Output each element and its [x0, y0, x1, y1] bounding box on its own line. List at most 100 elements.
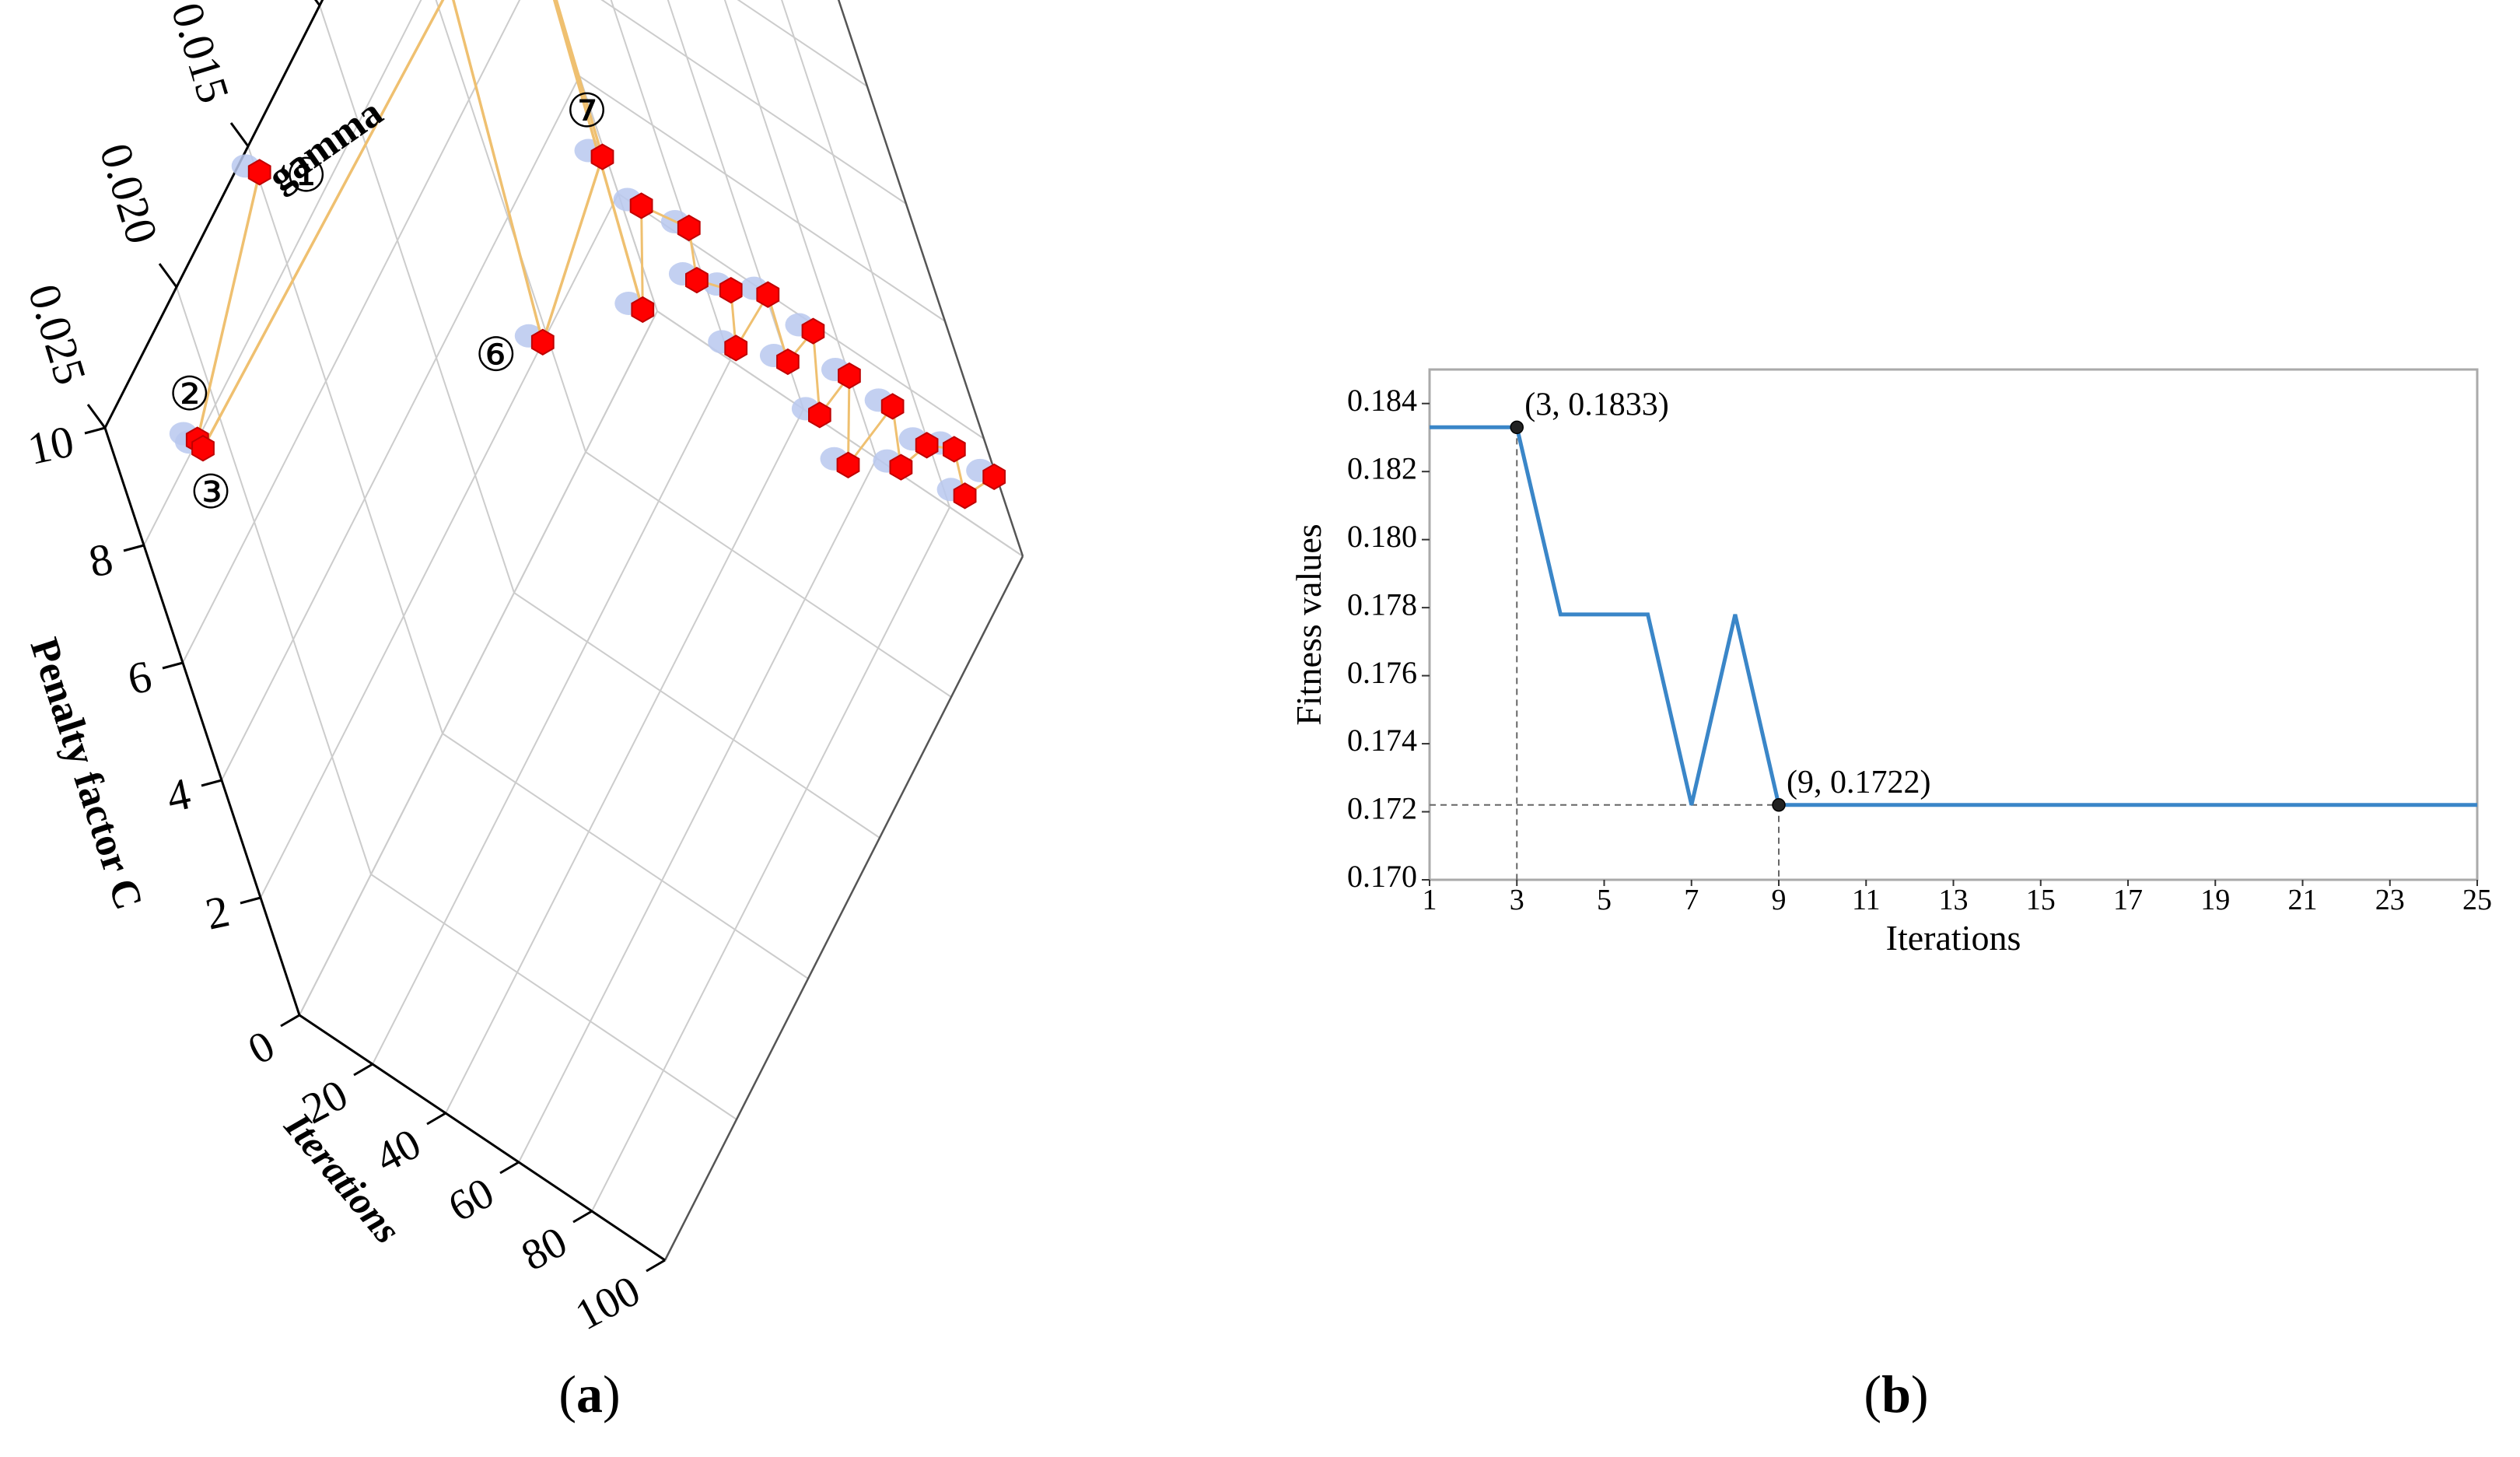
grid-line: [610, 0, 731, 361]
y-axis-label: Fitness values: [1289, 524, 1328, 725]
grid-line: [442, 733, 809, 979]
red-marker: [685, 266, 709, 294]
panel-a-axes: [84, 0, 666, 1273]
grid-line: [737, 0, 868, 87]
grid-line: [553, 0, 658, 312]
y-tick-label: 0.182: [1347, 450, 1417, 485]
red-marker: [677, 214, 701, 242]
path-segment: [552, 0, 644, 310]
red-marker: [889, 454, 913, 481]
iteration-tick-label: 80: [514, 1217, 576, 1280]
red-marker: [982, 463, 1006, 491]
red-marker: [880, 393, 905, 420]
annotation-marker: [1510, 420, 1524, 435]
x-tick-label: 5: [1597, 884, 1612, 916]
iteration-tick: [499, 1161, 520, 1175]
iteration-tick-label: 0: [240, 1021, 282, 1074]
red-marker: [943, 436, 966, 463]
x-tick-label: 1: [1423, 884, 1437, 916]
c-tick-label: 8: [85, 533, 117, 587]
annotation-label: (3, 0.1833): [1524, 387, 1668, 422]
grid-line: [513, 592, 880, 839]
red-marker: [838, 362, 861, 390]
iteration-tick: [280, 1014, 300, 1028]
c-tick-label: 6: [124, 650, 156, 705]
iteration-tick: [572, 1210, 593, 1224]
c-tick-label: 2: [201, 885, 234, 940]
grid-line: [319, 5, 515, 594]
point-label: ③: [190, 465, 232, 520]
iteration-tick-label: 60: [441, 1168, 502, 1231]
point-label: ②: [169, 367, 211, 422]
x-tick-label: 21: [2288, 884, 2318, 916]
grid-line: [260, 193, 619, 898]
c-tick: [162, 661, 184, 670]
gamma-tick: [158, 263, 178, 288]
y-tick-label: 0.176: [1347, 655, 1417, 690]
red-marker: [530, 328, 555, 355]
gamma-tick-label: 0.020: [90, 138, 168, 250]
iteration-tick: [353, 1063, 373, 1077]
annotations: (3, 0.1833) (9, 0.1722): [1510, 387, 1930, 812]
grid-line: [585, 451, 952, 698]
x-tick-label: 13: [1939, 884, 1969, 916]
annotation-marker: [1772, 798, 1786, 812]
red-marker: [836, 451, 860, 478]
red-marker: [247, 159, 271, 186]
point-label: ⑥: [475, 327, 517, 382]
y-tick-label: 0.170: [1347, 859, 1417, 894]
x-tick-labels: 1 3 5 7 9 11 13 15 17 19 21 23 25: [1423, 880, 2492, 916]
red-marker: [808, 401, 831, 429]
box-edge: [837, 0, 1024, 557]
grid-line: [370, 874, 737, 1120]
grid-line: [553, 0, 658, 312]
iteration-tick: [646, 1259, 666, 1273]
x-tick-label: 19: [2200, 884, 2230, 916]
panel-label-b: (b): [1864, 1364, 1928, 1424]
grid-line: [221, 75, 580, 781]
gamma-tick-label: 0.015: [162, 0, 240, 109]
c-tick: [240, 896, 261, 905]
panel-a-3d-scatter: 0.0250.0200.0150.0100.0050.0002468100204…: [19, 0, 1024, 1340]
y-tick-label: 0.174: [1347, 723, 1417, 758]
iteration-tick-label: 100: [568, 1266, 648, 1340]
c-tick-label: 4: [163, 768, 195, 822]
grid-line: [518, 457, 877, 1163]
c-tick: [84, 426, 106, 435]
grid-line: [299, 310, 658, 1016]
gamma-tick-label: 0.025: [19, 278, 96, 391]
c-tick-label: 10: [23, 415, 78, 475]
annotation-label: (9, 0.1722): [1787, 765, 1930, 800]
panel-label-a-letter: a: [576, 1364, 603, 1424]
path-segment: [640, 205, 644, 310]
grid-line: [723, 0, 877, 459]
x-tick-label: 11: [1852, 884, 1881, 916]
grid-line: [781, 0, 950, 508]
y-tick-label: 0.180: [1347, 519, 1417, 554]
grid-line: [600, 0, 907, 205]
point-label: ①: [285, 149, 327, 203]
box-edge: [663, 555, 1024, 1261]
grid-line: [667, 0, 804, 410]
panel-a-grid: [104, 0, 1024, 1261]
x-tick-label: 15: [2026, 884, 2056, 916]
x-tick-label: 7: [1684, 884, 1699, 916]
search-path: [195, 0, 604, 451]
grid-line: [445, 408, 804, 1114]
panel-b-line-chart: 0.170 0.172 0.174 0.176 0.178 0.180 0.182 0.184…: [1289, 368, 2492, 958]
gamma-tick: [314, 0, 321, 6]
x-tick-label: 9: [1772, 884, 1787, 916]
x-tick-label: 3: [1510, 884, 1524, 916]
red-marker: [776, 348, 800, 376]
iteration-tick-label: 40: [368, 1119, 429, 1182]
red-marker: [724, 334, 748, 362]
grid-line: [579, 75, 946, 322]
red-marker: [590, 143, 614, 170]
red-marker: [953, 482, 977, 510]
c-tick: [201, 779, 222, 787]
grid-line: [182, 0, 521, 664]
red-marker: [756, 281, 780, 308]
grid-line: [372, 359, 731, 1065]
x-axis-label: Iterations: [1886, 918, 2021, 958]
